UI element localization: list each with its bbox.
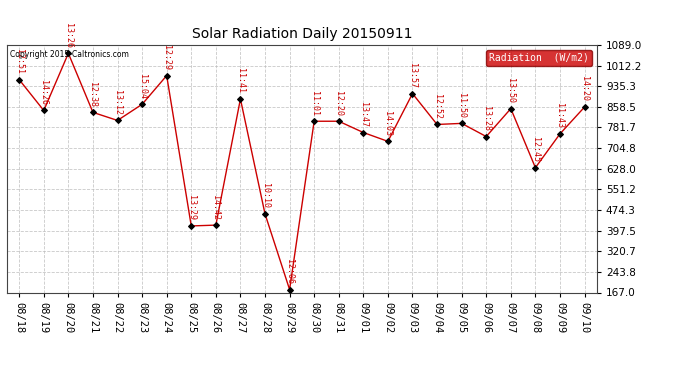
Point — [210, 222, 221, 228]
Point — [407, 91, 418, 97]
Point — [186, 223, 197, 229]
Text: 11:50: 11:50 — [457, 93, 466, 118]
Text: 11:01: 11:01 — [310, 91, 319, 116]
Point — [530, 165, 541, 171]
Point — [88, 110, 99, 116]
Point — [333, 118, 344, 124]
Text: 13:12: 13:12 — [113, 90, 122, 115]
Point — [63, 50, 74, 56]
Point — [235, 96, 246, 102]
Point — [358, 129, 369, 135]
Text: 12:38: 12:38 — [88, 82, 97, 107]
Text: 13:29: 13:29 — [187, 195, 196, 220]
Text: 13:47: 13:47 — [359, 102, 368, 127]
Point — [137, 101, 148, 107]
Title: Solar Radiation Daily 20150911: Solar Radiation Daily 20150911 — [192, 27, 412, 41]
Text: 14:42: 14:42 — [211, 195, 220, 220]
Text: 12:06: 12:06 — [285, 259, 294, 284]
Text: 12:45: 12:45 — [531, 137, 540, 162]
Text: 11:41: 11:41 — [236, 68, 245, 93]
Text: Copyright 2015-Caltronics.com: Copyright 2015-Caltronics.com — [10, 50, 129, 59]
Text: 12:29: 12:29 — [162, 45, 171, 70]
Text: 13:57: 13:57 — [408, 63, 417, 88]
Text: 14:20: 14:20 — [580, 76, 589, 102]
Point — [112, 117, 123, 123]
Point — [481, 134, 492, 140]
Point — [555, 131, 566, 137]
Text: 12:51: 12:51 — [14, 49, 23, 74]
Text: 12:52: 12:52 — [433, 94, 442, 119]
Text: 13:26: 13:26 — [64, 23, 73, 48]
Text: 13:28: 13:28 — [482, 106, 491, 131]
Point — [14, 76, 25, 82]
Point — [38, 108, 49, 114]
Text: 11:43: 11:43 — [555, 103, 564, 128]
Point — [456, 120, 467, 126]
Point — [308, 118, 319, 124]
Text: 14:26: 14:26 — [39, 80, 48, 105]
Point — [382, 138, 393, 144]
Text: 15:04: 15:04 — [137, 74, 146, 99]
Text: 13:50: 13:50 — [506, 78, 515, 103]
Text: 12:20: 12:20 — [334, 91, 343, 116]
Point — [161, 73, 172, 79]
Legend: Radiation  (W/m2): Radiation (W/m2) — [486, 50, 592, 66]
Point — [431, 122, 442, 128]
Point — [579, 104, 590, 110]
Point — [259, 211, 270, 217]
Text: 14:03: 14:03 — [384, 111, 393, 136]
Text: 10:10: 10:10 — [261, 183, 270, 208]
Point — [505, 106, 516, 112]
Point — [284, 286, 295, 292]
